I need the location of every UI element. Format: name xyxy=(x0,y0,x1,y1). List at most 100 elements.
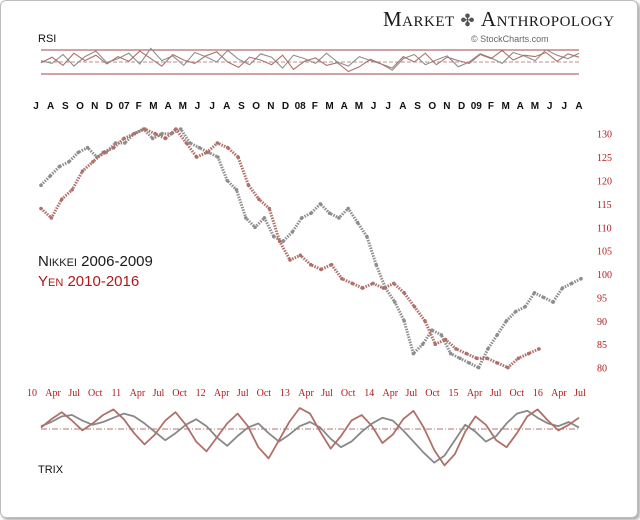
bottom-axis-tick-label: Jul xyxy=(406,388,418,399)
trix-line-yen xyxy=(40,407,580,467)
bottom-axis-tick-label: 13 xyxy=(280,388,290,399)
bottom-axis-tick-label: Oct xyxy=(510,388,525,399)
yen-series-point xyxy=(288,258,292,262)
top-axis-tick-label: O xyxy=(76,101,84,112)
nikkei-series-point xyxy=(560,286,565,290)
top-axis-tick-label: J xyxy=(385,101,391,112)
nikkei-series-point xyxy=(281,239,285,244)
bottom-axis-tick-label: Jul xyxy=(490,388,502,399)
yen-series-point xyxy=(454,347,458,351)
top-axis-tick-label: D xyxy=(458,101,465,112)
yen-series-point xyxy=(80,169,85,173)
top-axis-tick-label: N xyxy=(91,101,98,112)
bottom-axis-tick-label: Apr xyxy=(551,388,567,399)
yen-series-point xyxy=(475,356,479,361)
trix-line-nikkei xyxy=(40,409,580,464)
yen-series-point xyxy=(60,197,64,201)
yen-series-point xyxy=(537,347,541,351)
trix-label: TRIX xyxy=(38,464,64,476)
yen-series-point xyxy=(319,267,323,272)
bottom-axis-tick-label: 12 xyxy=(196,388,206,399)
rsi-line-yen xyxy=(40,49,580,73)
nikkei-series-point xyxy=(504,319,509,323)
nikkei-series-point xyxy=(85,145,90,150)
nikkei-series-point xyxy=(272,234,276,239)
yen-series-point xyxy=(433,342,438,347)
top-axis-tick-label: A xyxy=(341,101,348,112)
nikkei-series-point xyxy=(402,319,406,323)
yen-series xyxy=(39,127,541,370)
nikkei-series-point xyxy=(67,160,71,164)
yen-series-point xyxy=(122,136,126,141)
nikkei-series-point xyxy=(188,141,192,145)
yen-series-point xyxy=(215,141,220,145)
top-axis-tick-label: A xyxy=(223,101,230,112)
y-axis-tick-label: 95 xyxy=(597,293,607,304)
top-axis-tick-label: M xyxy=(355,101,363,112)
top-axis-tick-label: J xyxy=(195,101,201,112)
bottom-axis-tick-label: Jul xyxy=(574,388,586,399)
yen-series-point xyxy=(70,188,74,192)
yen-series-point xyxy=(340,276,344,281)
bottom-axis-tick-label: Apr xyxy=(45,388,61,399)
nikkei-series-point xyxy=(57,164,62,169)
nikkei-series-point xyxy=(486,347,490,351)
yen-series-point xyxy=(246,183,251,187)
nikkei-series-point xyxy=(262,216,267,220)
legend-nikkei: Nikkei 2006-2009 xyxy=(38,253,153,270)
top-axis-tick-label: F xyxy=(136,101,142,112)
bottom-axis-tick-label: Apr xyxy=(214,388,230,399)
nikkei-series-point xyxy=(337,216,341,220)
top-axis-tick-label: S xyxy=(414,101,421,112)
nikkei-series-point xyxy=(160,131,164,136)
bottom-axis-tick-label: 15 xyxy=(449,388,459,399)
top-axis-tick-label: S xyxy=(62,101,69,112)
yen-series-point xyxy=(309,262,313,267)
yen-series-point xyxy=(443,337,448,342)
nikkei-series-point xyxy=(216,155,220,159)
top-axis-tick-label: N xyxy=(267,101,274,112)
yen-series-point xyxy=(205,150,209,155)
yen-series-point xyxy=(132,131,137,136)
bottom-axis-tick-label: Jul xyxy=(153,388,165,399)
bottom-axis-tick-label: Jul xyxy=(68,388,80,399)
top-axis-tick-label: A xyxy=(47,101,54,112)
top-axis-tick-label: M xyxy=(531,101,539,112)
top-axis-tick-label: J xyxy=(371,101,377,112)
yen-series-point xyxy=(485,356,489,361)
y-axis-tick-label: 120 xyxy=(597,176,612,187)
nikkei-series-point xyxy=(309,211,313,215)
yen-series-point xyxy=(257,197,261,201)
top-axis-tick-label: J xyxy=(33,101,39,112)
nikkei-series-point xyxy=(234,188,239,192)
top-axis-tick-label: J xyxy=(547,101,553,112)
yen-series-point xyxy=(277,239,282,244)
nikkei-series-point xyxy=(411,351,416,356)
brand-word-anthropology: Anthropology xyxy=(480,7,615,31)
bottom-axis-tick-label: Oct xyxy=(88,388,103,399)
nikkei-series-point xyxy=(48,174,53,178)
nikkei-series-point xyxy=(355,220,360,225)
nikkei-series xyxy=(39,127,583,370)
yen-series-point xyxy=(194,155,199,159)
brand-title: Market ✤ Anthropology xyxy=(383,7,615,32)
yen-series-point xyxy=(153,131,157,136)
yen-series-point xyxy=(174,127,178,131)
bottom-axis-tick-label: Apr xyxy=(130,388,146,399)
bottom-axis-tick-label: Jul xyxy=(237,388,249,399)
yen-series-point xyxy=(464,351,469,356)
nikkei-series-point xyxy=(476,365,481,370)
bottom-axis-tick-label: Oct xyxy=(172,388,187,399)
yen-series-point xyxy=(412,305,417,309)
nikkei-series-point xyxy=(569,281,574,286)
bottom-axis-tick-label: 10 xyxy=(27,388,37,399)
yen-series-point xyxy=(526,351,531,356)
nikkei-series-point xyxy=(420,342,425,347)
yen-series-point xyxy=(329,262,334,267)
top-axis-tick-label: F xyxy=(312,101,318,112)
yen-series-point xyxy=(423,319,427,323)
top-axis-tick-label: M xyxy=(149,101,157,112)
y-axis-tick-label: 130 xyxy=(597,130,612,141)
